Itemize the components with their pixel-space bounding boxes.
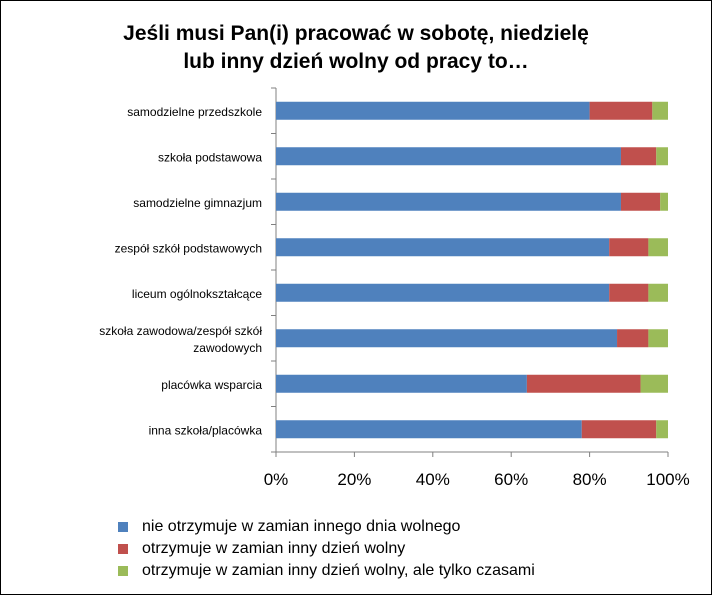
x-tick-label: 80%	[573, 470, 607, 489]
x-tick-label: 60%	[494, 470, 528, 489]
bar-segment	[609, 283, 649, 302]
bar-segment	[617, 329, 649, 348]
chart-title: Jeśli musi Pan(i) pracować w sobotę, nie…	[0, 20, 712, 76]
category-label: liceum ogólnokształcące	[132, 287, 262, 301]
category-label-line: samodzielne przedszkole	[127, 105, 262, 119]
legend-item: otrzymuje w zamian inny dzień wolny	[118, 538, 535, 560]
bar-segment	[276, 329, 618, 348]
chart-title-line-1: Jeśli musi Pan(i) pracować w sobotę, nie…	[123, 22, 589, 45]
category-label-line: liceum ogólnokształcące	[132, 287, 262, 301]
legend-item: nie otrzymuje w zamian innego dnia wolne…	[118, 516, 535, 538]
bar-segment	[526, 374, 641, 393]
legend-label: otrzymuje w zamian inny dzień wolny, ale…	[142, 562, 535, 579]
bar-segment	[276, 192, 621, 211]
bar-segment	[620, 147, 657, 166]
bar-segment	[652, 101, 668, 120]
bar-segment	[656, 420, 668, 439]
category-label: zespół szkół podstawowych	[115, 241, 262, 255]
category-label: placówka wsparcia	[161, 378, 262, 392]
category-label-line: zawodowych	[193, 341, 262, 355]
bar-segment	[581, 420, 657, 439]
bars	[276, 101, 668, 439]
category-label-line: zespół szkół podstawowych	[115, 241, 262, 255]
category-label-line: szkoła zawodowa/zespół szkół	[99, 324, 262, 338]
x-tick-label: 20%	[337, 470, 371, 489]
category-label-line: szkoła podstawowa	[158, 150, 262, 164]
legend-swatch	[118, 522, 128, 532]
x-tick-label: 100%	[646, 470, 689, 489]
bar-segment	[276, 147, 621, 166]
bar-segment	[648, 238, 668, 257]
bar-segment	[620, 192, 661, 211]
category-label: szkoła zawodowa/zespół szkół zawodowych	[99, 324, 262, 355]
legend-label: nie otrzymuje w zamian innego dnia wolne…	[142, 518, 461, 535]
bar-segment	[276, 101, 590, 120]
legend-item: otrzymuje w zamian inny dzień wolny, ale…	[118, 560, 535, 582]
legend-swatch	[118, 566, 128, 576]
bar-segment	[589, 101, 653, 120]
x-tick-labels: 0% 20% 40% 60% 80% 100%	[264, 470, 690, 489]
category-label: szkoła podstawowa	[158, 150, 262, 164]
category-label: samodzielne gimnazjum	[133, 196, 262, 210]
bar-segment	[640, 374, 668, 393]
bar-segment	[276, 283, 610, 302]
bar-segment	[276, 420, 582, 439]
category-label: inna szkoła/placówka	[149, 423, 263, 437]
bar-segment	[609, 238, 649, 257]
bar-segment	[656, 147, 668, 166]
bar-segment	[648, 329, 668, 348]
legend-label: otrzymuje w zamian inny dzień wolny	[142, 540, 406, 557]
category-label-line: samodzielne gimnazjum	[133, 196, 262, 210]
legend: nie otrzymuje w zamian innego dnia wolne…	[118, 516, 535, 582]
bar-chart: samodzielne przedszkole szkoła podstawowa…	[99, 87, 690, 489]
bar-segment	[648, 283, 668, 302]
x-tick-label: 40%	[416, 470, 450, 489]
category-labels: samodzielne przedszkole szkoła podstawowa…	[99, 105, 262, 438]
bar-segment	[660, 192, 668, 211]
category-label-line: placówka wsparcia	[161, 378, 262, 392]
x-tick-label: 0%	[264, 470, 289, 489]
axes	[271, 87, 669, 457]
chart-title-line-2: lub inny dzień wolny od pracy to…	[183, 50, 529, 73]
category-label-line: inna szkoła/placówka	[149, 423, 263, 437]
bar-segment	[276, 374, 527, 393]
legend-swatch	[118, 544, 128, 554]
bar-segment	[276, 238, 610, 257]
category-label: samodzielne przedszkole	[127, 105, 262, 119]
